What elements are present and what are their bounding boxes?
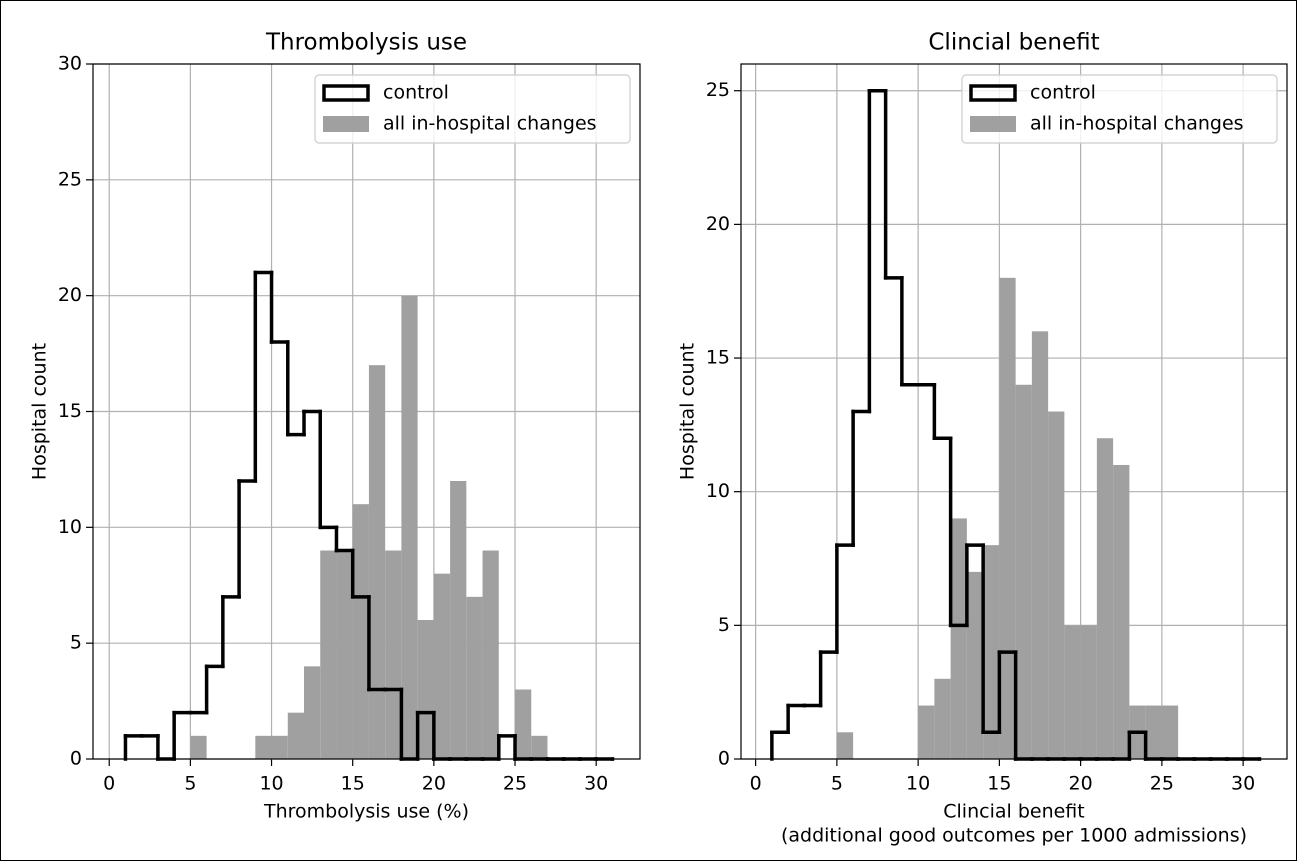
- y-tick-label: 0: [70, 748, 82, 770]
- x-tick-label: 0: [103, 773, 115, 795]
- bar: [531, 735, 548, 759]
- legend-box: [961, 74, 1278, 144]
- x-tick-label: 15: [341, 773, 365, 795]
- bar: [401, 295, 418, 759]
- legend-label: all in-hospital changes: [1030, 113, 1244, 135]
- y-tick-label: 25: [706, 79, 730, 101]
- y-tick-label: 25: [58, 168, 82, 190]
- bar: [1096, 438, 1114, 759]
- bar: [1031, 331, 1049, 759]
- chart-title: Clincial benefit: [928, 30, 1099, 56]
- x-tick-label: 30: [1231, 773, 1255, 795]
- bar: [304, 666, 321, 759]
- bar: [287, 712, 305, 759]
- legend-swatch: [969, 84, 1017, 102]
- y-tick-label: 15: [58, 400, 82, 422]
- x-axis-label: Clincial benefit: [943, 801, 1084, 823]
- bar: [983, 545, 1000, 759]
- legend-swatch: [970, 116, 1016, 132]
- x-axis-label: Thrombolysis use (%): [263, 801, 469, 823]
- x-tick-label: 15: [987, 773, 1011, 795]
- y-tick-label: 10: [58, 516, 82, 538]
- x-tick-label: 10: [259, 773, 283, 795]
- bar: [1048, 411, 1065, 759]
- bar: [271, 735, 288, 759]
- y-tick-label: 10: [706, 480, 730, 502]
- y-tick-label: 15: [706, 347, 730, 369]
- bar: [918, 705, 935, 759]
- y-tick-label: 20: [58, 284, 82, 306]
- y-tick-label: 30: [58, 53, 82, 75]
- bar: [466, 596, 483, 759]
- bar: [482, 550, 499, 759]
- bar: [1064, 625, 1081, 759]
- bar: [336, 550, 353, 759]
- y-tick-label: 5: [70, 632, 82, 654]
- bar: [352, 504, 369, 759]
- bar: [1113, 464, 1130, 759]
- legend-swatch: [322, 84, 370, 102]
- x-tick-label: 30: [584, 773, 608, 795]
- bar: [1161, 705, 1179, 759]
- bar: [320, 550, 337, 759]
- bar: [1145, 705, 1162, 759]
- x-tick-label: 20: [422, 773, 446, 795]
- legend-label: control: [383, 82, 449, 104]
- x-axis-label: (additional good outcomes per 1000 admis…: [781, 825, 1247, 847]
- y-axis-label: Hospital count: [677, 343, 699, 480]
- x-tick-label: 5: [831, 773, 843, 795]
- x-tick-label: 25: [503, 773, 527, 795]
- bar: [836, 732, 854, 759]
- legend-label: control: [1030, 82, 1096, 104]
- y-tick-label: 20: [706, 213, 730, 235]
- legend-label: all in-hospital changes: [383, 113, 597, 135]
- bar: [950, 518, 967, 759]
- axes-frame: [740, 63, 1288, 760]
- bar: [368, 365, 386, 759]
- bar: [1015, 384, 1032, 759]
- bar: [999, 277, 1016, 759]
- x-tick-label: 25: [1150, 773, 1174, 795]
- x-tick-label: 0: [750, 773, 762, 795]
- y-tick-label: 5: [718, 614, 730, 636]
- y-axis-label: Hospital count: [29, 343, 51, 480]
- bar: [255, 735, 272, 759]
- x-tick-label: 10: [906, 773, 930, 795]
- y-tick-label: 0: [718, 748, 730, 770]
- bar: [417, 620, 434, 759]
- chart-title: Thrombolysis use: [265, 30, 467, 56]
- x-tick-label: 20: [1069, 773, 1093, 795]
- legend-swatch: [323, 116, 369, 132]
- x-tick-label: 5: [184, 773, 196, 795]
- bar: [190, 735, 207, 759]
- bar: [433, 573, 451, 759]
- legend-box: [314, 74, 631, 144]
- axes-frame: [92, 63, 641, 760]
- bar: [1080, 625, 1097, 759]
- bar: [966, 571, 984, 759]
- bar: [385, 550, 402, 759]
- bar: [515, 689, 532, 759]
- bar: [934, 678, 951, 759]
- bar: [450, 481, 467, 759]
